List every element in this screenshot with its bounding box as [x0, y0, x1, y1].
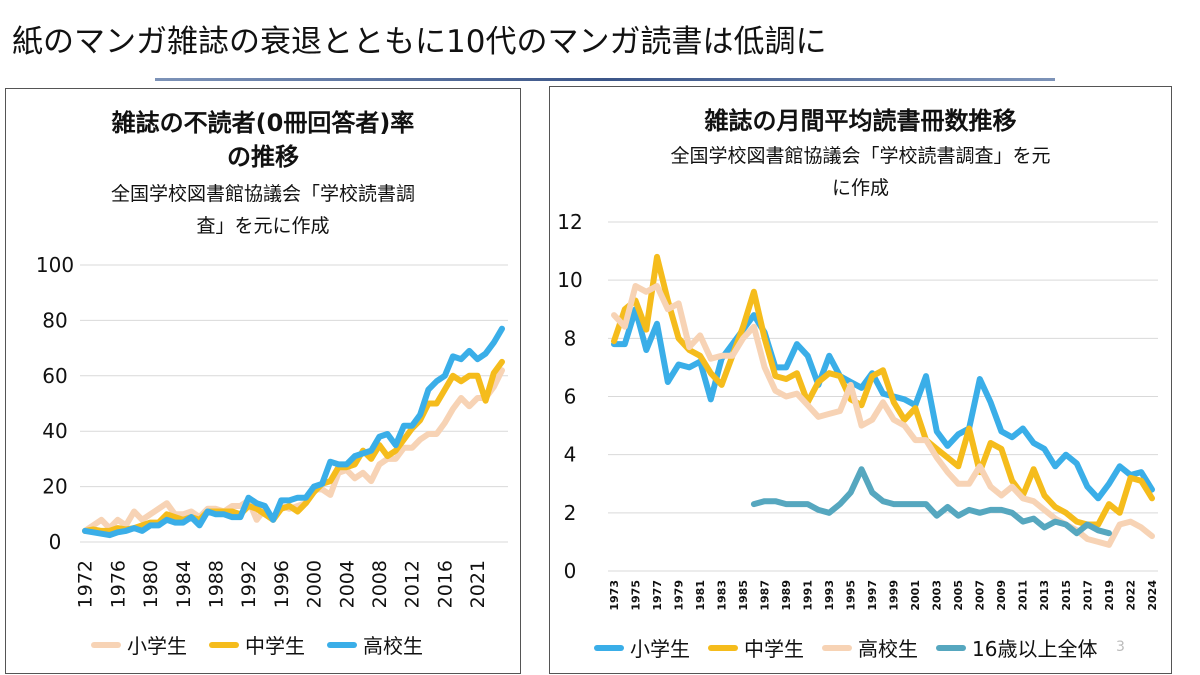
chart1-y-tick-label: 100 — [36, 253, 74, 277]
legend-item: 小学生 — [91, 630, 187, 659]
chart1-x-tick-label: 2016 — [434, 560, 456, 608]
chart2-x-tick-label: 1985 — [737, 580, 750, 611]
legend-swatch — [594, 644, 624, 651]
chart2-title: 雑誌の月間平均読書冊数推移 — [704, 107, 1017, 135]
chart2-x-tick-label: 2017 — [1081, 580, 1094, 611]
chart2-series-line-0 — [611, 306, 1155, 502]
chart2-x-tick-label: 2005 — [952, 580, 965, 611]
chart2-series-line-1 — [611, 253, 1155, 528]
chart1-x-tick-label: 2000 — [304, 560, 326, 608]
chart2-x-tick-label: 1973 — [608, 580, 621, 611]
legend-label: 小学生 — [127, 634, 187, 658]
chart2-series-line-3 — [750, 466, 1112, 537]
chart2-x-tick-label: 1997 — [866, 580, 879, 611]
legend-swatch — [936, 644, 966, 651]
chart1-y-tick-label: 0 — [49, 530, 62, 554]
chart1-x-tick-label: 1992 — [238, 560, 260, 608]
chart1-x-tick-label: 2021 — [467, 560, 489, 608]
chart1-y-tick-label: 60 — [42, 364, 67, 388]
monthly-avg-panel: 雑誌の月間平均読書冊数推移 全国学校図書館協議会「学校読書調査」を元 に作成 小… — [549, 86, 1172, 674]
chart2-y-tick-label: 12 — [557, 210, 582, 234]
legend-swatch — [822, 644, 852, 651]
chart2-x-tick-label: 1991 — [802, 580, 815, 611]
chart2-x-tick-label: 1995 — [845, 580, 858, 611]
legend-item: 高校生 — [822, 633, 918, 662]
chart2-subtitle-line2: に作成 — [831, 177, 889, 199]
chart2-x-tick-label: 2015 — [1060, 580, 1073, 611]
chart2-legend: 小学生 中学生 高校生 16歳以上全体 — [594, 633, 1097, 662]
chart2-y-tick-label: 6 — [564, 385, 577, 409]
chart2-x-tick-label: 1993 — [823, 580, 836, 611]
legend-label: 中学生 — [245, 634, 305, 658]
chart2-series-line-2 — [611, 283, 1155, 548]
chart1-legend: 小学生 中学生 高校生 — [91, 630, 423, 659]
chart2-x-tick-label: 2019 — [1103, 580, 1116, 611]
legend-swatch — [327, 641, 357, 648]
chart2-x-tick-label: 2013 — [1038, 580, 1051, 611]
chart1-y-tick-label: 80 — [42, 308, 67, 332]
chart1-subtitle-line1: 全国学校図書館協議会「学校読書調 — [110, 183, 415, 205]
legend-label: 16歳以上全体 — [972, 637, 1098, 661]
chart1-series-line-2 — [82, 325, 505, 539]
legend-label: 高校生 — [363, 634, 423, 658]
legend-label: 高校生 — [858, 637, 918, 661]
chart2-x-tick-label: 1999 — [888, 580, 901, 611]
chart2-x-tick-label: 2007 — [974, 580, 987, 611]
chart1-title-line2: の推移 — [227, 143, 299, 171]
chart2-x-tick-label: 2001 — [909, 580, 922, 611]
legend-item: 小学生 — [594, 633, 690, 662]
chart1-x-tick-label: 2012 — [402, 560, 424, 608]
chart2-x-tick-label: 2003 — [931, 580, 944, 611]
title-underline — [155, 78, 1055, 81]
chart2-x-tick-label: 1975 — [629, 580, 642, 611]
chart2-x-tick-label: 1989 — [780, 580, 793, 611]
chart1-y-tick-label: 20 — [42, 475, 67, 499]
chart2-y-tick-label: 4 — [564, 443, 577, 467]
legend-item: 16歳以上全体 — [936, 633, 1097, 662]
chart1-x-tick-label: 1972 — [75, 560, 97, 608]
chart1-x-tick-label: 1976 — [107, 560, 129, 608]
chart2-x-tick-label: 1983 — [715, 580, 728, 611]
chart1-x-tick-label: 1980 — [140, 560, 162, 608]
chart2-x-tick-label: 2024 — [1146, 580, 1159, 611]
chart2-x-tick-label: 2011 — [1017, 580, 1030, 611]
legend-label: 中学生 — [744, 637, 804, 661]
legend-item: 高校生 — [327, 630, 423, 659]
chart2-x-tick-label: 1977 — [651, 580, 664, 611]
chart2-y-tick-label: 10 — [557, 268, 582, 292]
legend-item: 中学生 — [209, 630, 305, 659]
legend-label: 小学生 — [630, 637, 690, 661]
chart1-x-tick-label: 1984 — [173, 560, 195, 608]
chart2-x-tick-label: 1987 — [758, 580, 771, 611]
slide-title: 紙のマンガ雑誌の衰退とともに10代のマンガ読書は低調に — [12, 24, 827, 60]
chart2-x-tick-label: 2022 — [1124, 580, 1137, 611]
chart2-y-tick-label: 0 — [564, 559, 577, 583]
chart2-x-tick-label: 1981 — [694, 580, 707, 611]
chart1-subtitle-line2: 査」を元に作成 — [196, 215, 330, 237]
chart1-y-tick-label: 40 — [42, 419, 67, 443]
legend-swatch — [708, 644, 738, 651]
page-number: 3 — [1116, 639, 1125, 655]
chart2-x-tick-label: 2009 — [995, 580, 1008, 611]
chart1-x-tick-label: 1988 — [205, 560, 227, 608]
chart2-subtitle-line1: 全国学校図書館協議会「学校読書調査」を元 — [670, 145, 1051, 167]
legend-item: 中学生 — [708, 633, 804, 662]
chart1-x-tick-label: 2004 — [336, 560, 358, 608]
legend-swatch — [209, 641, 239, 648]
legend-swatch — [91, 641, 121, 648]
chart1-series-line-1 — [82, 358, 505, 534]
nonreader-rate-panel: 雑誌の不読者(0冊回答者)率 の推移 全国学校図書館協議会「学校読書調 査」を元… — [5, 88, 521, 674]
chart1-title-line1: 雑誌の不読者(0冊回答者)率 — [111, 109, 415, 137]
chart1-x-tick-label: 2008 — [369, 560, 391, 608]
chart2-y-tick-label: 8 — [564, 326, 577, 350]
chart2-x-tick-label: 1979 — [672, 580, 685, 611]
chart1-x-tick-label: 1996 — [271, 560, 293, 608]
chart2-y-tick-label: 2 — [564, 501, 577, 525]
